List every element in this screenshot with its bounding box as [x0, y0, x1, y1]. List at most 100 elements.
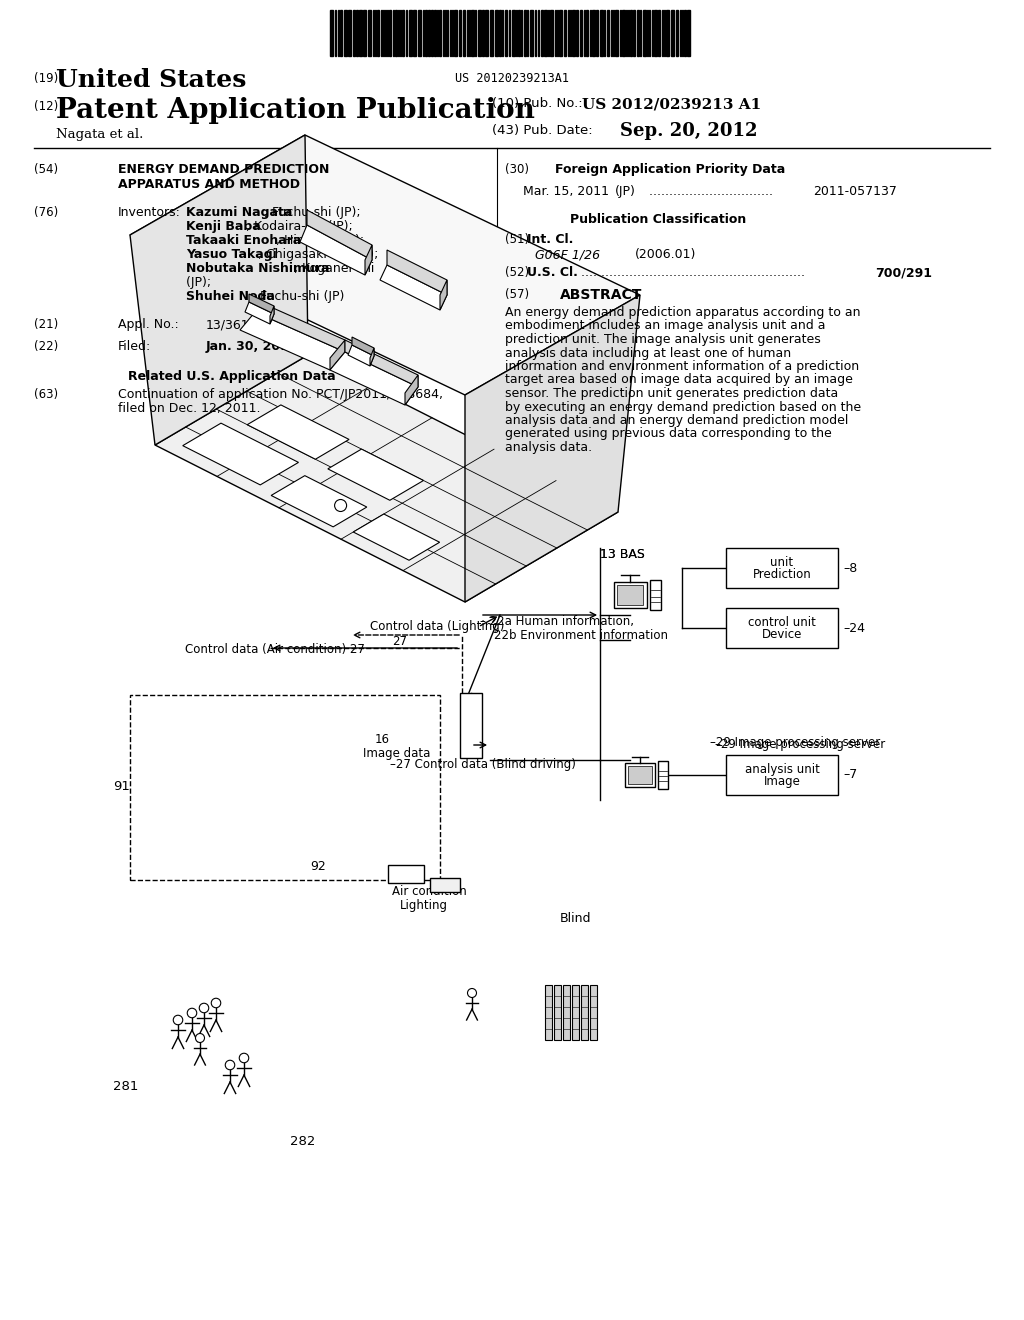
Text: Jan. 30, 2012: Jan. 30, 2012: [206, 341, 299, 352]
Circle shape: [335, 499, 346, 511]
Text: unit: unit: [770, 556, 794, 569]
Bar: [643, 11, 646, 55]
Polygon shape: [330, 341, 345, 370]
Bar: [572, 985, 579, 1040]
Text: (JP);: (JP);: [186, 276, 215, 289]
Text: –29 Image processing server: –29 Image processing server: [710, 737, 881, 748]
Text: 16: 16: [375, 733, 390, 746]
Text: , Kodaira-shi (JP);: , Kodaira-shi (JP);: [246, 220, 352, 234]
Text: control unit: control unit: [749, 615, 816, 628]
Text: Prediction: Prediction: [753, 568, 811, 581]
Bar: [575, 11, 578, 55]
Bar: [726, 548, 838, 587]
Bar: [726, 609, 838, 648]
Bar: [580, 11, 582, 55]
Bar: [658, 11, 660, 55]
Circle shape: [196, 1034, 205, 1043]
Text: embodiment includes an image analysis unit and a: embodiment includes an image analysis un…: [505, 319, 825, 333]
Polygon shape: [330, 352, 418, 405]
Text: An energy demand prediction apparatus according to an: An energy demand prediction apparatus ac…: [505, 306, 860, 319]
Bar: [505, 11, 507, 55]
Bar: [633, 11, 635, 55]
Text: Lighting: Lighting: [400, 899, 449, 912]
Bar: [356, 11, 358, 55]
Bar: [418, 11, 421, 55]
Bar: [459, 11, 461, 55]
Text: US 20120239213A1: US 20120239213A1: [455, 73, 569, 84]
Text: (12): (12): [34, 100, 58, 114]
Bar: [628, 766, 652, 784]
Bar: [482, 11, 484, 55]
Text: Image: Image: [764, 775, 801, 788]
Bar: [581, 985, 588, 1040]
Bar: [359, 11, 362, 55]
Bar: [684, 11, 686, 55]
Bar: [344, 11, 347, 55]
Polygon shape: [370, 348, 374, 366]
Bar: [348, 11, 351, 55]
Text: 282: 282: [290, 1135, 315, 1148]
Text: (52): (52): [505, 267, 529, 279]
Bar: [434, 11, 436, 55]
Polygon shape: [155, 355, 618, 602]
Text: –29 Image processing server: –29 Image processing server: [715, 738, 886, 751]
Bar: [658, 762, 668, 789]
Bar: [428, 11, 430, 55]
Text: , Fuchu-shi (JP);: , Fuchu-shi (JP);: [264, 206, 360, 219]
Text: Sep. 20, 2012: Sep. 20, 2012: [620, 121, 758, 140]
Text: 13/361,641: 13/361,641: [206, 318, 278, 331]
Text: ........................................................: ........................................…: [577, 267, 805, 279]
Text: (JP): (JP): [615, 185, 636, 198]
Text: Kazumi Nagata: Kazumi Nagata: [186, 206, 293, 219]
Text: (10) Pub. No.:: (10) Pub. No.:: [492, 96, 583, 110]
Bar: [563, 985, 570, 1040]
Text: analysis data including at least one of human: analysis data including at least one of …: [505, 346, 792, 359]
Text: Related U.S. Application Data: Related U.S. Application Data: [128, 370, 336, 383]
Circle shape: [225, 1060, 234, 1069]
Circle shape: [173, 1015, 182, 1024]
Bar: [559, 11, 562, 55]
Text: (2006.01): (2006.01): [635, 248, 696, 261]
Polygon shape: [348, 345, 374, 366]
Bar: [377, 11, 379, 55]
Bar: [630, 11, 632, 55]
Text: APPARATUS AND METHOD: APPARATUS AND METHOD: [118, 178, 300, 191]
Text: Nagata et al.: Nagata et al.: [56, 128, 143, 141]
Bar: [613, 582, 646, 609]
Text: United States: United States: [56, 69, 247, 92]
Polygon shape: [365, 246, 372, 275]
Bar: [554, 985, 561, 1040]
Bar: [362, 11, 366, 55]
Text: by executing an energy demand prediction based on the: by executing an energy demand prediction…: [505, 400, 861, 413]
Bar: [340, 11, 342, 55]
Text: (76): (76): [34, 206, 58, 219]
Text: Mar. 15, 2011: Mar. 15, 2011: [523, 185, 609, 198]
Text: 92: 92: [310, 861, 326, 873]
Polygon shape: [440, 280, 447, 310]
Bar: [541, 11, 543, 55]
Bar: [431, 11, 433, 55]
Bar: [625, 763, 655, 787]
Text: – 22a Human information,: – 22a Human information,: [480, 615, 634, 628]
Text: Shuhei Noda: Shuhei Noda: [186, 290, 274, 304]
Bar: [485, 11, 488, 55]
Text: Filed:: Filed:: [118, 341, 152, 352]
Text: 91: 91: [113, 780, 130, 793]
Circle shape: [468, 989, 476, 998]
Bar: [637, 11, 639, 55]
Text: 27: 27: [392, 635, 407, 648]
Bar: [572, 11, 575, 55]
Text: , Hino-shi (JP);: , Hino-shi (JP);: [276, 234, 365, 247]
Bar: [676, 11, 678, 55]
Bar: [545, 985, 552, 1040]
Text: 22b Environment information: 22b Environment information: [494, 630, 668, 642]
Text: generated using previous data corresponding to the: generated using previous data correspond…: [505, 428, 831, 441]
Text: , Fuchu-shi (JP): , Fuchu-shi (JP): [252, 290, 344, 304]
Bar: [544, 11, 547, 55]
Text: Control data (Lighting): Control data (Lighting): [370, 620, 505, 634]
Text: , Chigasaki-shi (JP);: , Chigasaki-shi (JP);: [258, 248, 379, 261]
Bar: [524, 11, 526, 55]
Bar: [439, 11, 441, 55]
Text: 700/291: 700/291: [874, 267, 932, 279]
Circle shape: [187, 1008, 197, 1018]
